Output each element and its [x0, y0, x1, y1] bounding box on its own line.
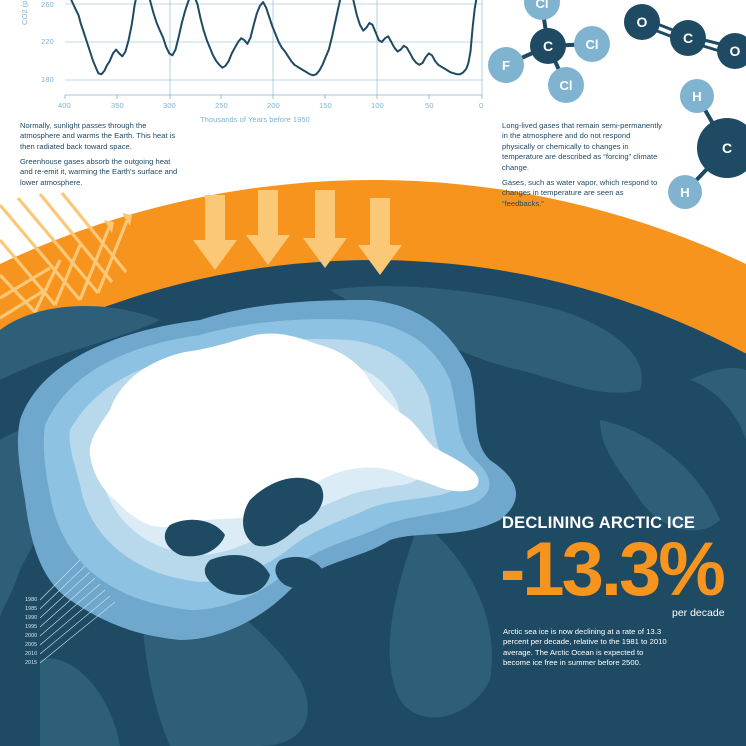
hydrogen-atom-2	[668, 175, 702, 209]
f-label: F	[502, 58, 510, 73]
cl-label-1: Cl	[536, 0, 549, 11]
cfc-molecule	[488, 0, 610, 103]
o-label-1: O	[637, 14, 648, 30]
year-label-1990: 1990	[25, 615, 38, 621]
chart-x-ticks	[64, 95, 483, 99]
oxygen-atom-2	[717, 33, 746, 69]
x-tick-300: 300	[163, 101, 176, 110]
molecule-labels: Cl Cl Cl F C O C O H H C	[502, 0, 741, 200]
sunlight-rays	[0, 191, 130, 320]
chart-y-axis-label: CO2 (ppm)	[20, 0, 29, 25]
y-tick-220: 220	[41, 37, 54, 46]
c-label-ch4: C	[722, 140, 732, 156]
feedbacks-paragraph: Gases, such as water vapor, which respon…	[502, 178, 658, 208]
co2-series-line	[70, 0, 478, 77]
arctic-ice-paragraph: Arctic sea ice is now declining at a rat…	[503, 627, 667, 667]
co2-molecule	[624, 4, 746, 69]
co2-chart	[64, 0, 483, 99]
year-label-2015: 2015	[25, 660, 38, 666]
cl-label-3: Cl	[560, 78, 573, 93]
c-label-co2: C	[683, 30, 693, 46]
year-label-1980: 1980	[25, 597, 38, 603]
heat-arrows	[193, 190, 402, 275]
forcing-paragraph: Long-lived gases that remain semi-perman…	[502, 121, 662, 172]
sunlight-paragraph: Normally, sunlight passes through the at…	[20, 121, 176, 151]
chart-x-axis-label: Thousands of Years before 1950	[200, 115, 310, 124]
cl-label-2: Cl	[586, 37, 599, 52]
c-label-cfc: C	[543, 38, 553, 54]
x-tick-50: 50	[425, 101, 434, 110]
y-tick-260: 260	[41, 0, 54, 9]
methane-molecule	[668, 79, 746, 209]
o-label-2: O	[730, 43, 741, 59]
decline-unit: per decade	[672, 607, 725, 619]
year-label-2005: 2005	[25, 642, 38, 648]
ice-extent-current	[89, 333, 479, 528]
chlorine-atom-2	[574, 26, 610, 62]
chlorine-atom-3	[548, 67, 584, 103]
carbon-atom-co2	[670, 20, 706, 56]
x-tick-400: 400	[58, 101, 71, 110]
h-label-2: H	[680, 185, 689, 200]
year-label-1995: 1995	[25, 624, 38, 630]
x-tick-250: 250	[215, 101, 228, 110]
hydrogen-atom-1	[680, 79, 714, 113]
carbon-atom-ch4	[697, 118, 746, 178]
year-label-1985: 1985	[25, 606, 38, 612]
fluorine-atom	[488, 47, 524, 83]
year-label-2000: 2000	[25, 633, 38, 639]
arctic-ice-headline: DECLINING ARCTIC ICE	[502, 514, 696, 532]
chlorine-atom-1	[524, 0, 560, 20]
x-tick-100: 100	[371, 101, 384, 110]
year-legend-lines	[39, 559, 116, 664]
x-tick-350: 350	[111, 101, 124, 110]
greenhouse-paragraph: Greenhouse gases absorb the outgoing hea…	[20, 157, 178, 187]
carbon-atom-cfc	[530, 28, 566, 64]
x-tick-200: 200	[267, 101, 280, 110]
year-label-2010: 2010	[25, 651, 38, 657]
ray-arrowheads	[104, 213, 132, 233]
archipelago	[164, 477, 356, 694]
x-tick-0: 0	[479, 101, 484, 110]
x-tick-150: 150	[319, 101, 332, 110]
y-tick-180: 180	[41, 75, 54, 84]
h-label-1: H	[692, 89, 701, 104]
oxygen-atom-1	[624, 4, 660, 40]
decline-percentage: -13.3%	[500, 527, 726, 612]
